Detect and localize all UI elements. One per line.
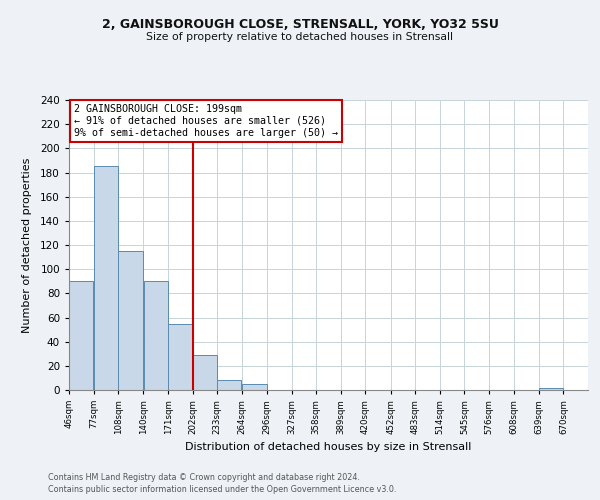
- Bar: [70, 281, 93, 390]
- Bar: [118, 251, 143, 390]
- X-axis label: Distribution of detached houses by size in Strensall: Distribution of detached houses by size …: [185, 442, 472, 452]
- Text: 2, GAINSBOROUGH CLOSE, STRENSALL, YORK, YO32 5SU: 2, GAINSBOROUGH CLOSE, STRENSALL, YORK, …: [101, 18, 499, 30]
- Bar: [242, 384, 267, 390]
- Bar: [217, 380, 241, 390]
- Bar: [169, 324, 192, 390]
- Bar: [539, 388, 563, 390]
- Bar: [144, 281, 168, 390]
- Text: Contains public sector information licensed under the Open Government Licence v3: Contains public sector information licen…: [48, 485, 397, 494]
- Text: Size of property relative to detached houses in Strensall: Size of property relative to detached ho…: [146, 32, 454, 42]
- Bar: [193, 355, 217, 390]
- Y-axis label: Number of detached properties: Number of detached properties: [22, 158, 32, 332]
- Text: 2 GAINSBOROUGH CLOSE: 199sqm
← 91% of detached houses are smaller (526)
9% of se: 2 GAINSBOROUGH CLOSE: 199sqm ← 91% of de…: [74, 104, 338, 138]
- Text: Contains HM Land Registry data © Crown copyright and database right 2024.: Contains HM Land Registry data © Crown c…: [48, 472, 360, 482]
- Bar: [94, 166, 118, 390]
